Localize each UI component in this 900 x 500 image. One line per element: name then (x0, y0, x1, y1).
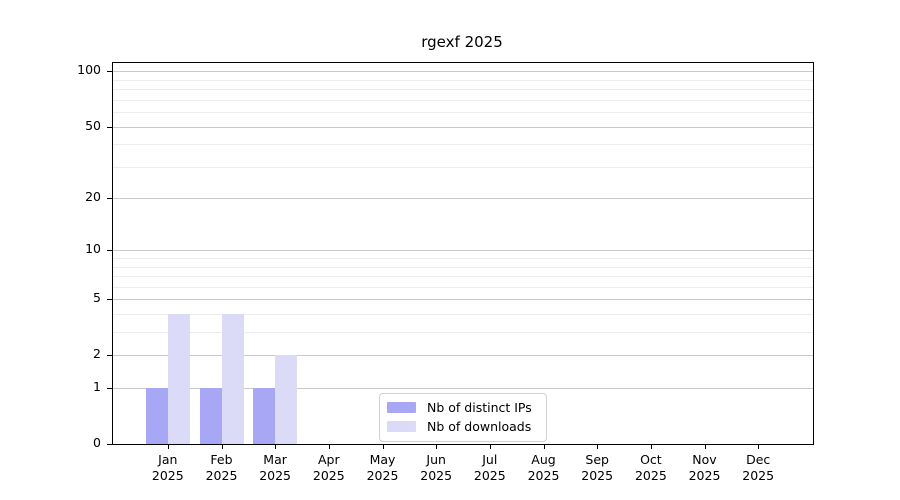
x-tick-label-sep: Sep 2025 (581, 452, 614, 484)
legend-label-distinct-ips: Nb of distinct IPs (427, 400, 532, 415)
x-tick-oct (650, 444, 652, 449)
x-tick-mar (275, 444, 277, 449)
x-tick-jul (489, 444, 491, 449)
x-tick-label-mar: Mar 2025 (259, 452, 291, 484)
legend-swatch-distinct-ips (387, 402, 416, 413)
y-tick-0 (107, 444, 113, 445)
y-tick-label-100: 100 (77, 62, 101, 78)
x-tick-label-aug: Aug 2025 (527, 452, 560, 484)
y-gridline-minor-60 (113, 112, 813, 114)
bar-nb-of-downloads-jan (167, 314, 190, 444)
y-gridline-major-10 (113, 250, 813, 252)
x-tick-nov (704, 444, 706, 449)
y-gridline-minor-30 (113, 166, 813, 168)
x-tick-label-apr: Apr 2025 (312, 452, 345, 484)
y-gridline-minor-90 (113, 79, 813, 81)
legend-swatch-downloads (387, 421, 416, 432)
y-tick-label-10: 10 (85, 241, 101, 257)
bar-nb-of-distinct-ips-jan (145, 388, 168, 444)
y-gridline-major-2 (113, 355, 813, 357)
y-gridline-minor-8 (113, 266, 813, 268)
x-tick-may (382, 444, 384, 449)
y-tick-2 (107, 355, 113, 357)
y-tick-1 (107, 388, 113, 389)
y-gridline-minor-40 (113, 144, 813, 146)
bar-nb-of-distinct-ips-mar (253, 388, 276, 444)
x-tick-label-jun: Jun 2025 (420, 452, 453, 484)
y-tick-label-50: 50 (85, 117, 101, 133)
legend-label-downloads: Nb of downloads (427, 419, 532, 434)
y-tick-label-2: 2 (93, 346, 101, 362)
bar-nb-of-downloads-feb (221, 314, 244, 444)
y-gridline-major-1 (113, 388, 813, 389)
y-gridline-minor-9 (113, 258, 813, 260)
x-tick-sep (597, 444, 599, 449)
y-tick-label-20: 20 (85, 189, 101, 205)
bar-nb-of-downloads-mar (275, 355, 298, 444)
x-tick-label-dec: Dec 2025 (742, 452, 775, 484)
y-gridline-minor-70 (113, 99, 813, 101)
x-tick-label-oct: Oct 2025 (634, 452, 667, 484)
x-tick-jan (167, 444, 169, 449)
x-tick-aug (543, 444, 545, 449)
y-gridline-major-50 (113, 126, 813, 128)
x-tick-label-feb: Feb 2025 (205, 452, 238, 484)
bar-nb-of-distinct-ips-feb (199, 388, 222, 444)
legend-row-distinct-ips: Nb of distinct IPs (387, 400, 537, 415)
chart-title: rgexf 2025 (421, 33, 503, 51)
y-gridline-major-5 (113, 299, 813, 301)
x-tick-label-nov: Nov 2025 (688, 452, 721, 484)
legend-row-downloads: Nb of downloads (387, 419, 537, 434)
x-tick-feb (221, 444, 223, 449)
y-tick-label-0: 0 (93, 435, 101, 450)
x-tick-jun (436, 444, 438, 449)
y-tick-20 (107, 198, 113, 200)
x-tick-label-jan: Jan 2025 (151, 452, 184, 484)
y-tick-label-1: 1 (93, 379, 101, 394)
x-tick-apr (328, 444, 330, 449)
legend: Nb of distinct IPs Nb of downloads (379, 393, 547, 442)
plot-area: Nb of distinct IPs Nb of downloads 100 50… (77, 62, 814, 483)
y-tick-100 (107, 71, 113, 73)
y-tick-10 (107, 250, 113, 252)
y-tick-50 (107, 126, 113, 128)
y-gridline-minor-3 (113, 332, 813, 334)
x-tick-dec (758, 444, 760, 449)
y-gridline-minor-4 (113, 314, 813, 315)
x-tick-label-may: May 2025 (366, 452, 399, 484)
x-tick-label-jul: Jul 2025 (473, 452, 506, 484)
y-gridline-major-100 (113, 71, 813, 73)
y-gridline-minor-6 (113, 286, 813, 288)
y-tick-label-5: 5 (93, 290, 101, 306)
y-tick-5 (107, 299, 113, 301)
y-gridline-minor-80 (113, 89, 813, 91)
y-gridline-minor-7 (113, 276, 813, 278)
y-gridline-major-20 (113, 198, 813, 200)
